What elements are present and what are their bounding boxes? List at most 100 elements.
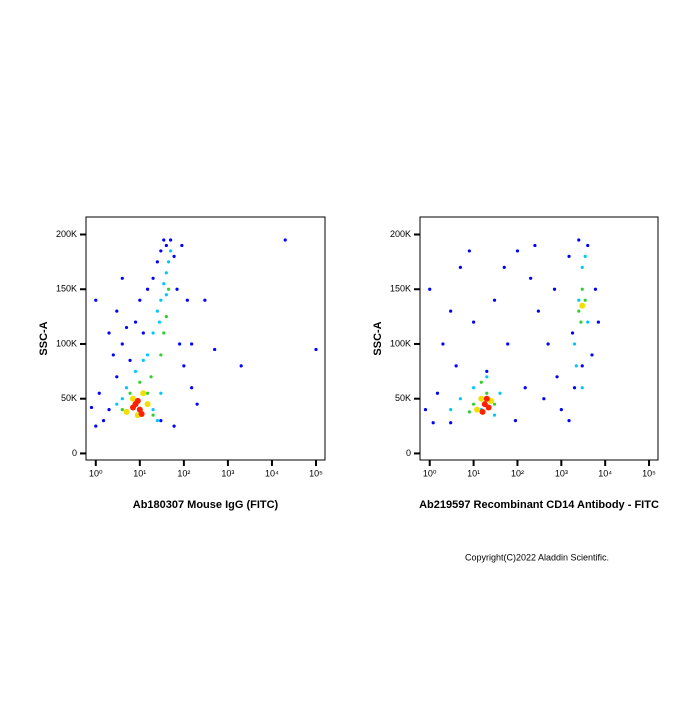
event-dot [164,271,168,275]
x-tick-label: 10¹ [133,468,146,478]
event-dot [479,380,483,384]
event-dot [583,298,587,302]
y-tick-label: 0 [72,448,77,458]
event-dot [580,265,584,269]
y-tick-label: 150K [56,284,77,294]
event-dot [580,386,584,390]
event-dot [428,287,432,291]
event-dot [523,386,527,390]
event-dot [586,320,590,324]
event-dot [492,402,497,406]
event-dot [492,413,497,417]
event-dot [190,342,194,346]
x-tick-label: 10⁵ [642,468,656,478]
event-dot [123,408,130,415]
plot-frame [85,216,326,461]
event-dot [471,320,476,324]
event-dot [485,369,489,373]
event-dot [162,282,166,286]
event-dot [140,390,147,397]
copyright: Copyright(C)2022 Aladdin Scientific. [465,552,609,562]
x-tick-label: 10⁴ [598,468,612,478]
event-dot [441,342,445,346]
event-dot [542,397,546,401]
y-tick-label: 50K [61,393,77,403]
event-dot [124,386,129,390]
event-dot [283,238,287,242]
event-dot [454,364,458,368]
event-dot [134,397,141,404]
plot-frame [419,216,659,461]
event-dot [155,309,159,313]
event-dot [449,421,453,425]
x-axis-label: Ab180307 Mouse IgG (FITC) [133,499,279,511]
event-dot [115,402,119,406]
x-axis-label: Ab219597 Recombinant CD14 Antibody - FIT… [419,499,659,511]
event-dot [513,418,518,423]
event-dot [169,238,173,242]
event-dot [579,302,586,309]
event-dot [120,397,124,401]
event-dot [94,424,98,428]
event-dot [141,331,145,335]
x-tick-label: 10³ [555,468,568,478]
event-dot [149,375,153,379]
event-dot [579,320,583,324]
y-tick-label: 50K [395,393,411,403]
event-dot [467,410,471,414]
x-tick-label: 10² [177,468,190,478]
event-dot [314,347,318,352]
event-dot [94,298,98,302]
event-dot [182,364,186,368]
event-dot [536,309,540,313]
event-dot [115,309,119,313]
x-tick-label: 10³ [221,468,234,478]
event-dot [162,331,166,335]
event-dot [151,413,155,417]
event-dot [124,325,129,330]
event-dot [570,331,575,335]
event-dot [478,395,485,402]
event-dot [180,243,184,248]
event-dot [423,408,428,412]
event-dot [583,254,587,259]
event-dot [120,342,124,346]
event-dot [485,375,489,379]
event-dot [580,287,584,291]
event-dot [111,353,115,357]
event-dot [128,358,132,362]
event-dot [97,391,101,395]
event-dot [474,406,481,413]
event-dot [471,386,476,390]
x-tick-label: 10⁰ [89,468,103,478]
event-dot [572,342,577,346]
event-dot [115,375,119,379]
event-dot [145,287,150,291]
event-dot [159,353,163,357]
event-dot [559,408,563,412]
y-tick-label: 100K [56,338,77,348]
event-dot [159,298,163,302]
event-dot [151,408,155,412]
event-dot [145,353,150,357]
y-tick-label: 100K [390,338,411,348]
event-dot [157,320,162,324]
event-dot [435,391,440,395]
event-dot [458,397,462,401]
event-dot [166,287,171,291]
event-dot [572,386,577,390]
y-tick-label: 150K [390,284,411,294]
event-dot [166,260,171,264]
event-dot [555,375,559,379]
event-dot [169,249,173,253]
event-dot [159,418,163,423]
event-dot [506,342,510,346]
event-dot [190,386,194,390]
event-dot [128,391,132,395]
event-dot [138,298,142,302]
event-dot [574,364,578,368]
x-tick-label: 10¹ [467,468,480,478]
y-tick-label: 0 [406,448,411,458]
event-dot [151,331,155,335]
